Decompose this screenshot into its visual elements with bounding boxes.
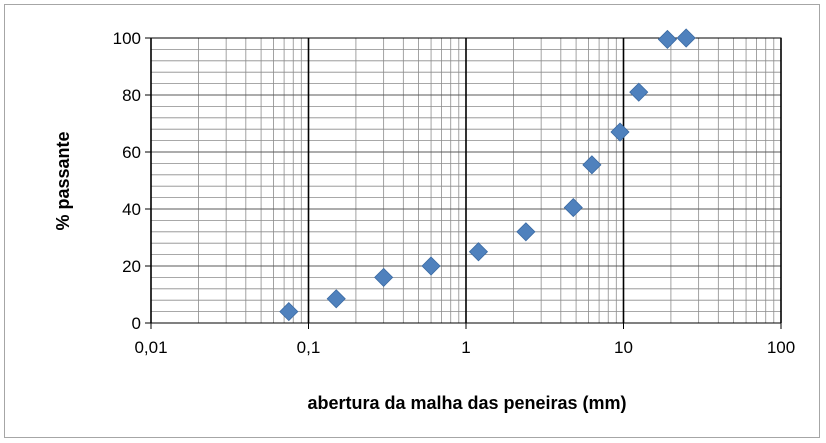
x-tick-label: 1	[461, 338, 470, 357]
data-point-marker	[421, 256, 441, 276]
data-point-marker	[468, 242, 489, 262]
data-point-marker	[676, 28, 696, 48]
data-point-marker	[326, 289, 346, 309]
x-tick-label: 0,1	[297, 338, 321, 357]
x-tick-label: 100	[767, 338, 795, 357]
y-tick-label: 40	[122, 200, 141, 219]
data-point-marker	[657, 29, 677, 49]
y-tick-label: 100	[113, 29, 141, 48]
y-tick-label: 0	[132, 314, 141, 333]
x-tick-label: 0,01	[134, 338, 167, 357]
data-point-marker	[582, 155, 602, 175]
y-tick-label: 80	[122, 86, 141, 105]
x-axis-title: abertura da malha das peneiras (mm)	[307, 393, 626, 413]
data-point-marker	[563, 198, 583, 218]
major-grid	[150, 37, 782, 324]
y-tick-label: 60	[122, 143, 141, 162]
y-tick-label: 20	[122, 257, 141, 276]
y-axis-title: % passante	[53, 131, 73, 230]
chart-frame	[4, 4, 820, 438]
x-axis-ticks: 0,01 0,1 1 10 100	[134, 323, 795, 357]
y-axis-ticks: 0 20 40 60 80 100	[113, 29, 151, 333]
data-point-marker	[374, 267, 394, 287]
data-point-marker	[610, 122, 630, 142]
x-tick-label: 10	[614, 338, 633, 357]
data-point-marker	[279, 302, 299, 322]
data-point-marker	[516, 222, 536, 242]
data-point-marker	[629, 82, 649, 102]
data-points	[279, 28, 696, 322]
